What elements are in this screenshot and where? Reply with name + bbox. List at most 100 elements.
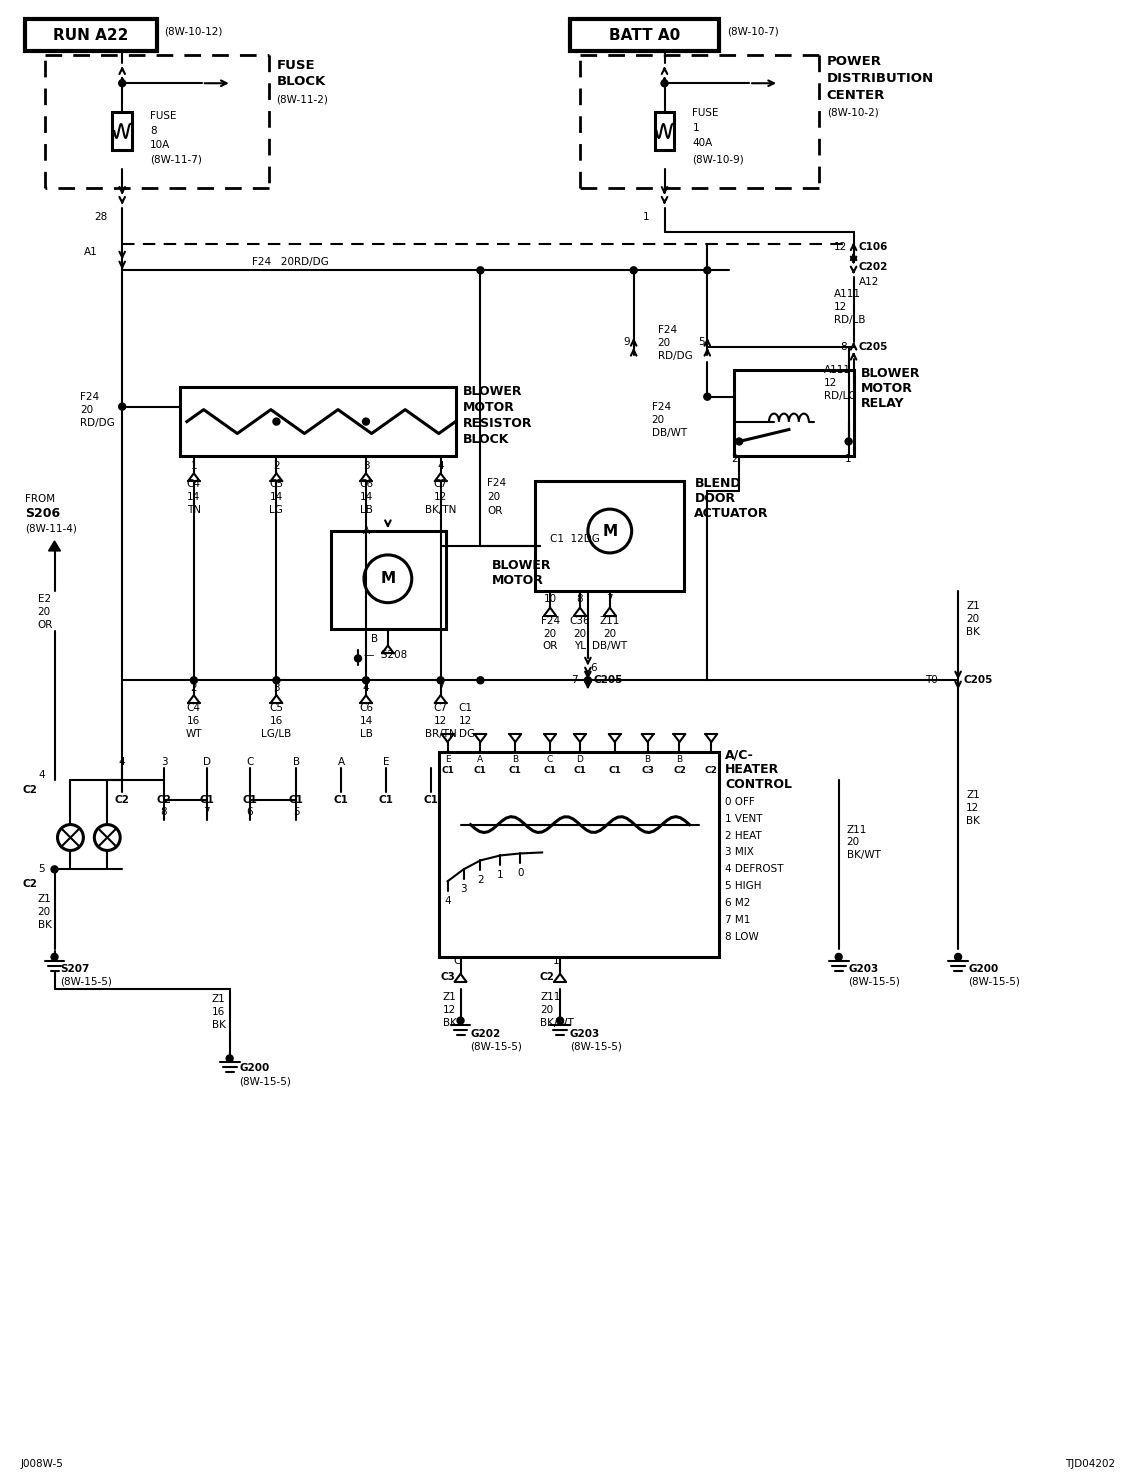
- Text: 8: 8: [577, 594, 583, 604]
- Text: C1: C1: [509, 766, 521, 776]
- Text: A12: A12: [859, 277, 879, 287]
- Circle shape: [736, 438, 743, 444]
- Text: OR: OR: [542, 641, 558, 652]
- Circle shape: [354, 655, 361, 662]
- Text: DB/WT: DB/WT: [652, 428, 687, 437]
- Bar: [734, 370, 853, 456]
- Text: 20: 20: [603, 628, 617, 638]
- Text: 40A: 40A: [692, 138, 712, 148]
- Text: D: D: [202, 757, 211, 767]
- Text: A/C-: A/C-: [725, 748, 754, 761]
- Text: C4: C4: [186, 480, 201, 489]
- Text: B: B: [512, 755, 518, 764]
- Text: C1: C1: [334, 795, 349, 804]
- Text: OR: OR: [37, 619, 53, 629]
- Text: A1: A1: [84, 247, 98, 258]
- Circle shape: [457, 1017, 463, 1023]
- Text: 1 VENT: 1 VENT: [725, 813, 762, 823]
- Text: 1: 1: [692, 123, 699, 133]
- Text: C: C: [245, 757, 253, 767]
- Text: CONTROL: CONTROL: [725, 779, 792, 791]
- Text: 7: 7: [571, 675, 578, 686]
- Circle shape: [51, 954, 58, 960]
- Text: LG/LB: LG/LB: [261, 729, 292, 739]
- Text: 14: 14: [359, 492, 373, 502]
- Text: G202: G202: [470, 1029, 501, 1038]
- Circle shape: [630, 267, 637, 274]
- Text: (8W-15-5): (8W-15-5): [240, 1077, 292, 1087]
- Text: 16: 16: [270, 717, 283, 726]
- Text: 8 LOW: 8 LOW: [725, 932, 759, 942]
- Text: BK: BK: [966, 626, 980, 637]
- Text: DISTRIBUTION: DISTRIBUTION: [827, 71, 934, 84]
- Text: 5: 5: [698, 338, 704, 347]
- Text: 20: 20: [658, 338, 670, 348]
- Bar: [112, 113, 132, 150]
- Text: C2: C2: [540, 972, 554, 982]
- Text: (8W-10-2): (8W-10-2): [827, 107, 878, 117]
- Text: RD/DG: RD/DG: [658, 351, 692, 361]
- Text: F24   20RD/DG: F24 20RD/DG: [251, 258, 328, 268]
- Text: T0: T0: [926, 675, 938, 686]
- Circle shape: [557, 1017, 563, 1023]
- Text: TN: TN: [186, 505, 201, 515]
- Text: S207: S207: [60, 964, 90, 974]
- Circle shape: [661, 80, 668, 87]
- Text: MOTOR: MOTOR: [462, 401, 515, 415]
- Text: C7: C7: [434, 480, 448, 489]
- Circle shape: [437, 677, 444, 684]
- Text: 2 HEAT: 2 HEAT: [725, 831, 762, 841]
- Circle shape: [191, 677, 198, 684]
- Text: (8W-15-5): (8W-15-5): [60, 977, 112, 986]
- Text: 20: 20: [81, 404, 93, 415]
- Circle shape: [51, 866, 58, 872]
- Text: C1: C1: [424, 795, 438, 804]
- Text: FROM: FROM: [25, 495, 55, 504]
- Text: G200: G200: [968, 964, 999, 974]
- Text: 3: 3: [273, 683, 279, 693]
- Text: B: B: [371, 634, 378, 644]
- Text: 12: 12: [434, 492, 448, 502]
- Text: C5: C5: [269, 480, 284, 489]
- Text: C106: C106: [859, 243, 888, 252]
- Text: 2: 2: [273, 462, 279, 471]
- Text: BK: BK: [37, 920, 51, 930]
- Bar: [438, 752, 719, 957]
- Circle shape: [118, 403, 126, 410]
- Text: 6: 6: [591, 663, 598, 674]
- Text: F24: F24: [81, 391, 100, 401]
- Circle shape: [118, 80, 126, 87]
- Circle shape: [704, 394, 711, 400]
- Circle shape: [845, 438, 852, 444]
- Text: DOOR: DOOR: [694, 492, 735, 505]
- Text: (8W-11-7): (8W-11-7): [150, 156, 202, 164]
- Text: 2: 2: [191, 683, 198, 693]
- Text: 0 OFF: 0 OFF: [725, 797, 755, 807]
- Text: B: B: [676, 755, 683, 764]
- Circle shape: [954, 954, 961, 960]
- Text: 12: 12: [443, 1004, 456, 1014]
- Text: 5 HIGH: 5 HIGH: [725, 881, 762, 892]
- Text: 1: 1: [498, 871, 503, 880]
- Text: 14: 14: [270, 492, 283, 502]
- Text: 4: 4: [37, 770, 44, 780]
- Text: C2: C2: [673, 766, 686, 776]
- Circle shape: [362, 677, 369, 684]
- Text: RD/LB: RD/LB: [834, 315, 866, 324]
- Text: C2: C2: [115, 795, 130, 804]
- Text: G203: G203: [570, 1029, 600, 1038]
- Text: C: C: [453, 955, 461, 966]
- Text: RD/DG: RD/DG: [81, 418, 115, 428]
- Text: C6: C6: [359, 703, 373, 714]
- Text: RUN A22: RUN A22: [52, 28, 128, 43]
- Text: BK: BK: [443, 1017, 457, 1028]
- Text: E: E: [445, 755, 450, 764]
- Text: 4 DEFROST: 4 DEFROST: [725, 865, 784, 874]
- Text: 8: 8: [840, 342, 846, 352]
- Text: 7 M1: 7 M1: [725, 915, 751, 926]
- Text: 20: 20: [543, 628, 557, 638]
- Text: A: A: [477, 755, 484, 764]
- Text: A: A: [362, 526, 369, 536]
- Text: (8W-10-12): (8W-10-12): [164, 27, 223, 37]
- Text: C2: C2: [23, 785, 37, 795]
